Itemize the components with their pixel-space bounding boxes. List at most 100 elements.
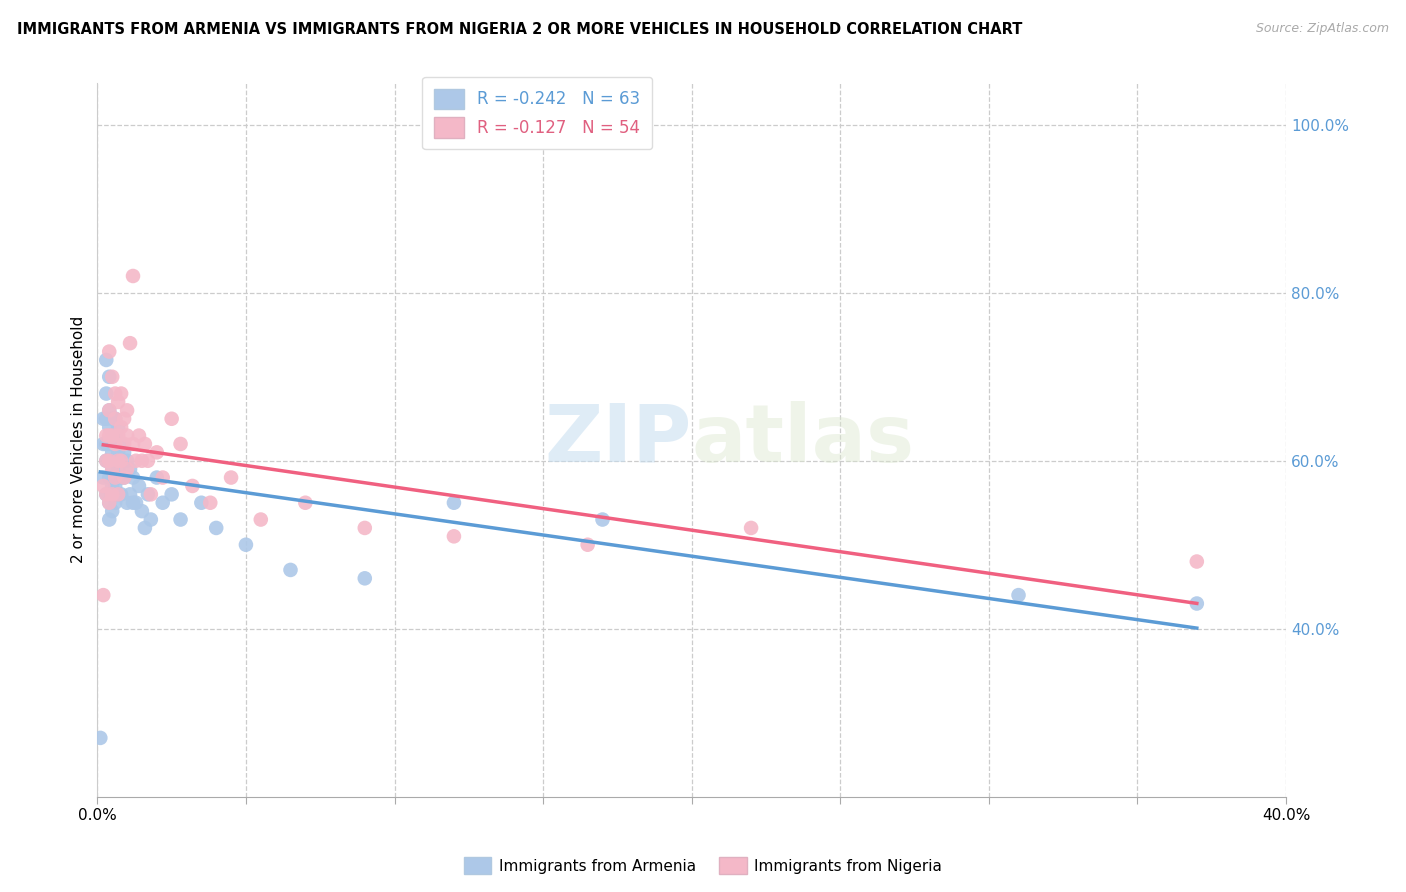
Point xyxy=(98,454,121,468)
Point xyxy=(101,428,124,442)
Point xyxy=(89,731,111,745)
Point xyxy=(98,403,121,417)
Point xyxy=(115,462,138,476)
Point xyxy=(1185,597,1208,611)
Y-axis label: 2 or more Vehicles in Household: 2 or more Vehicles in Household xyxy=(72,316,86,564)
Point xyxy=(169,512,191,526)
Point xyxy=(110,487,132,501)
Point xyxy=(98,344,121,359)
Point xyxy=(280,563,302,577)
Point xyxy=(136,454,159,468)
Point xyxy=(110,386,132,401)
Point xyxy=(91,470,114,484)
Point xyxy=(101,411,124,425)
Point xyxy=(98,403,121,417)
Point xyxy=(96,487,118,501)
Point xyxy=(98,420,121,434)
Point xyxy=(91,411,114,425)
Point xyxy=(104,428,127,442)
Point xyxy=(98,496,121,510)
Point xyxy=(96,437,118,451)
Point xyxy=(128,479,150,493)
Point xyxy=(134,521,156,535)
Point xyxy=(96,454,118,468)
Point xyxy=(101,487,124,501)
Point xyxy=(1007,588,1029,602)
Point xyxy=(101,462,124,476)
Point xyxy=(107,487,129,501)
Point xyxy=(101,369,124,384)
Point xyxy=(107,445,129,459)
Point xyxy=(131,454,153,468)
Point xyxy=(139,487,162,501)
Point xyxy=(104,479,127,493)
Point xyxy=(104,411,127,425)
Legend: Immigrants from Armenia, Immigrants from Nigeria: Immigrants from Armenia, Immigrants from… xyxy=(458,851,948,880)
Point xyxy=(125,454,148,468)
Point xyxy=(98,454,121,468)
Point xyxy=(107,487,129,501)
Point xyxy=(249,512,271,526)
Point xyxy=(146,445,169,459)
Point xyxy=(101,428,124,442)
Point xyxy=(112,411,135,425)
Point xyxy=(107,462,129,476)
Point xyxy=(131,504,153,518)
Point xyxy=(96,411,118,425)
Point xyxy=(98,470,121,484)
Point xyxy=(118,462,141,476)
Point xyxy=(160,411,183,425)
Point xyxy=(91,588,114,602)
Point xyxy=(118,487,141,501)
Point xyxy=(146,470,169,484)
Point xyxy=(115,454,138,468)
Point xyxy=(104,386,127,401)
Point xyxy=(110,454,132,468)
Point xyxy=(128,428,150,442)
Text: Source: ZipAtlas.com: Source: ZipAtlas.com xyxy=(1256,22,1389,36)
Text: atlas: atlas xyxy=(692,401,915,479)
Point xyxy=(98,369,121,384)
Point xyxy=(110,437,132,451)
Point xyxy=(592,512,614,526)
Point xyxy=(104,437,127,451)
Legend: R = -0.242   N = 63, R = -0.127   N = 54: R = -0.242 N = 63, R = -0.127 N = 54 xyxy=(422,77,652,149)
Point xyxy=(169,437,191,451)
Point xyxy=(91,479,114,493)
Point xyxy=(219,470,242,484)
Point xyxy=(122,496,145,510)
Point xyxy=(96,353,118,368)
Point xyxy=(134,437,156,451)
Point xyxy=(139,512,162,526)
Point xyxy=(98,512,121,526)
Point xyxy=(152,496,174,510)
Point xyxy=(101,462,124,476)
Point xyxy=(205,521,228,535)
Point xyxy=(1185,555,1208,569)
Point xyxy=(96,487,118,501)
Point xyxy=(190,496,212,510)
Point xyxy=(98,437,121,451)
Point xyxy=(98,428,121,442)
Point xyxy=(443,496,465,510)
Point xyxy=(107,454,129,468)
Text: IMMIGRANTS FROM ARMENIA VS IMMIGRANTS FROM NIGERIA 2 OR MORE VEHICLES IN HOUSEHO: IMMIGRANTS FROM ARMENIA VS IMMIGRANTS FR… xyxy=(17,22,1022,37)
Point xyxy=(115,496,138,510)
Point xyxy=(112,437,135,451)
Point xyxy=(200,496,222,510)
Point xyxy=(96,428,118,442)
Point xyxy=(104,411,127,425)
Point xyxy=(115,403,138,417)
Point xyxy=(122,268,145,283)
Point xyxy=(101,504,124,518)
Point xyxy=(740,521,762,535)
Point xyxy=(160,487,183,501)
Point xyxy=(152,470,174,484)
Point xyxy=(235,538,257,552)
Point xyxy=(122,470,145,484)
Point xyxy=(112,445,135,459)
Point xyxy=(101,445,124,459)
Point xyxy=(576,538,599,552)
Point xyxy=(98,496,121,510)
Point xyxy=(112,470,135,484)
